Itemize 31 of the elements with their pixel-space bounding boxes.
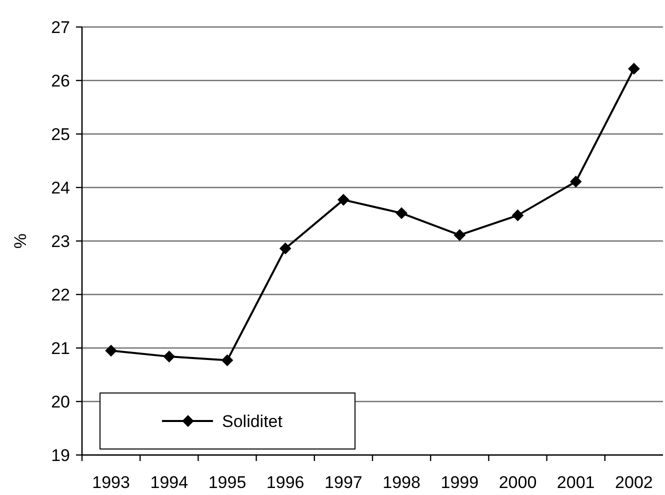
- x-tick-label: 2000: [498, 473, 537, 492]
- y-tick-label: 21: [51, 338, 70, 358]
- legend-label: Soliditet: [222, 412, 283, 431]
- y-tick-label: 22: [51, 285, 70, 304]
- y-tick-label: 25: [51, 124, 70, 144]
- y-tick-label: 23: [51, 232, 70, 251]
- y-tick-label: 20: [51, 392, 70, 412]
- y-tick-label: 26: [51, 71, 70, 90]
- point: [628, 62, 640, 75]
- x-tick-label: 1994: [150, 473, 188, 492]
- x-tick-label: 1997: [324, 473, 362, 492]
- y-tick-label: 24: [51, 178, 70, 198]
- point: [570, 176, 582, 188]
- x-tick-label: 1996: [266, 473, 304, 492]
- point: [163, 350, 176, 362]
- point: [396, 207, 408, 220]
- y-tick-label: 27: [51, 18, 70, 37]
- x-tick-label: 1999: [440, 473, 479, 492]
- point: [338, 194, 350, 206]
- point: [454, 229, 466, 242]
- point: [279, 242, 292, 254]
- y-tick-label: 19: [51, 446, 70, 465]
- x-tick-label: 2002: [615, 473, 653, 492]
- x-tick-label: 1998: [382, 473, 420, 492]
- point: [221, 354, 234, 366]
- x-tick-label: 1995: [208, 473, 246, 492]
- point: [105, 344, 117, 357]
- point: [512, 209, 524, 222]
- x-tick-label: 1993: [92, 473, 130, 492]
- y-axis-title: %: [11, 233, 30, 249]
- x-tick-label: 2001: [556, 473, 595, 492]
